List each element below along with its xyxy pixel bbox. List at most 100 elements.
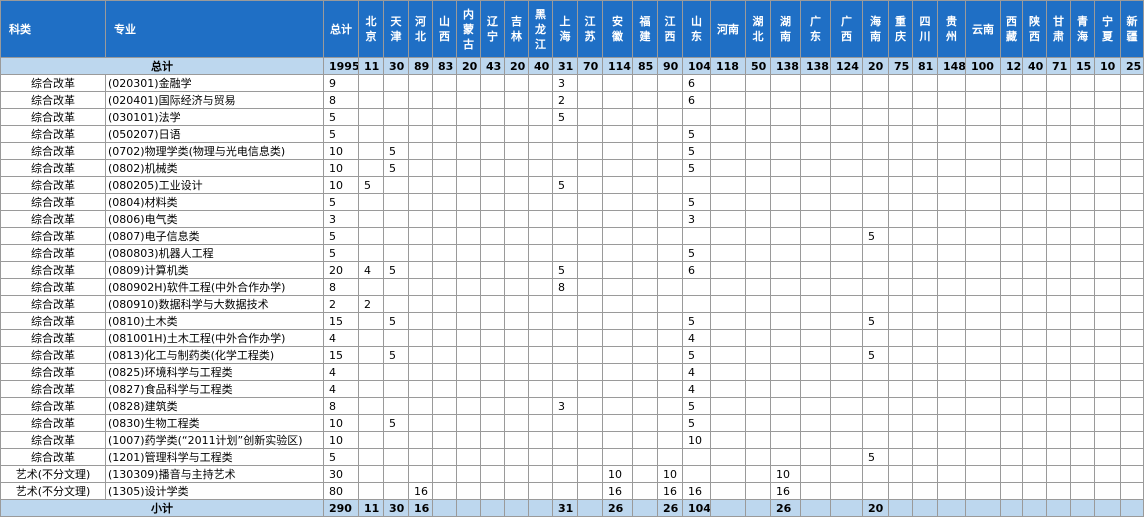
category-cell: 综合改革: [0, 448, 106, 466]
empty-cell: [1022, 482, 1047, 500]
data-row: 综合改革 (080902H)软件工程(中外合作办学) 8 8: [0, 278, 1144, 296]
count-cell: 104: [682, 57, 711, 75]
empty-cell: [577, 227, 603, 245]
count-cell: 5: [682, 397, 711, 415]
data-row: 综合改革 (080910)数据科学与大数据技术 2 2: [0, 295, 1144, 313]
count-cell: 71: [1046, 57, 1071, 75]
empty-cell: [745, 278, 771, 296]
count-cell: 4: [682, 363, 711, 381]
empty-cell: [1094, 261, 1121, 279]
empty-cell: [800, 431, 831, 449]
empty-cell: [1070, 380, 1095, 398]
count-cell: 30: [323, 465, 359, 483]
empty-cell: [504, 312, 529, 330]
empty-cell: [480, 295, 505, 313]
count-cell: 11: [358, 499, 384, 517]
empty-cell: [1046, 244, 1071, 262]
count-cell: 10: [323, 159, 359, 177]
empty-cell: [1022, 125, 1047, 143]
empty-cell: [912, 125, 938, 143]
subtotal-row: 小计 290 11 30 16 31 26 26 104 26 20: [0, 499, 1144, 517]
empty-cell: [1120, 261, 1144, 279]
empty-cell: [602, 74, 633, 92]
empty-cell: [577, 312, 603, 330]
empty-cell: [888, 482, 913, 500]
empty-cell: [358, 108, 384, 126]
count-cell: 3: [682, 210, 711, 228]
empty-cell: [745, 312, 771, 330]
empty-cell: [602, 414, 633, 432]
empty-cell: [965, 261, 1001, 279]
empty-cell: [456, 278, 481, 296]
major-cell: (080205)工业设计: [105, 176, 324, 194]
empty-cell: [800, 108, 831, 126]
empty-cell: [504, 125, 529, 143]
empty-cell: [456, 329, 481, 347]
empty-cell: [657, 414, 683, 432]
empty-cell: [1000, 482, 1023, 500]
count-cell: 10: [323, 431, 359, 449]
empty-cell: [602, 278, 633, 296]
empty-cell: [912, 176, 938, 194]
empty-cell: [937, 431, 966, 449]
major-cell: (0702)物理学类(物理与光电信息类): [105, 142, 324, 160]
empty-cell: [552, 380, 578, 398]
empty-cell: [358, 244, 384, 262]
empty-cell: [710, 244, 746, 262]
empty-cell: [1000, 329, 1023, 347]
empty-cell: [800, 312, 831, 330]
empty-cell: [657, 91, 683, 109]
empty-cell: [800, 329, 831, 347]
count-cell: 5: [682, 414, 711, 432]
major-cell: (1305)设计学类: [105, 482, 324, 500]
empty-cell: [888, 142, 913, 160]
empty-cell: [965, 74, 1001, 92]
empty-cell: [1022, 210, 1047, 228]
empty-cell: [710, 108, 746, 126]
empty-cell: [528, 244, 553, 262]
empty-cell: [965, 414, 1001, 432]
empty-cell: [1120, 295, 1144, 313]
empty-cell: [912, 465, 938, 483]
empty-cell: [862, 74, 889, 92]
empty-cell: [408, 176, 433, 194]
empty-cell: [552, 448, 578, 466]
count-cell: 80: [323, 482, 359, 500]
empty-cell: [383, 244, 409, 262]
column-header: 湖北: [745, 0, 771, 58]
empty-cell: [602, 227, 633, 245]
empty-cell: [800, 176, 831, 194]
empty-cell: [1070, 448, 1095, 466]
empty-cell: [830, 261, 863, 279]
empty-cell: [504, 346, 529, 364]
empty-cell: [1046, 210, 1071, 228]
empty-cell: [1120, 414, 1144, 432]
empty-cell: [456, 346, 481, 364]
empty-cell: [632, 176, 658, 194]
empty-cell: [577, 363, 603, 381]
data-row: 综合改革 (080205)工业设计 10 5 5: [0, 176, 1144, 194]
empty-cell: [383, 210, 409, 228]
empty-cell: [937, 244, 966, 262]
empty-cell: [456, 380, 481, 398]
empty-cell: [830, 108, 863, 126]
category-cell: 综合改革: [0, 91, 106, 109]
empty-cell: [965, 227, 1001, 245]
empty-cell: [937, 465, 966, 483]
empty-cell: [1000, 91, 1023, 109]
empty-cell: [1000, 142, 1023, 160]
empty-cell: [480, 346, 505, 364]
count-cell: 20: [862, 499, 889, 517]
count-cell: 10: [657, 465, 683, 483]
empty-cell: [1046, 261, 1071, 279]
empty-cell: [745, 193, 771, 211]
column-header: 甘肃: [1046, 0, 1071, 58]
empty-cell: [358, 125, 384, 143]
empty-cell: [912, 210, 938, 228]
count-cell: 3: [552, 397, 578, 415]
empty-cell: [1022, 499, 1047, 517]
column-header: 广东: [800, 0, 831, 58]
empty-cell: [710, 142, 746, 160]
data-row: 综合改革 (030101)法学 5 5: [0, 108, 1144, 126]
empty-cell: [770, 278, 801, 296]
